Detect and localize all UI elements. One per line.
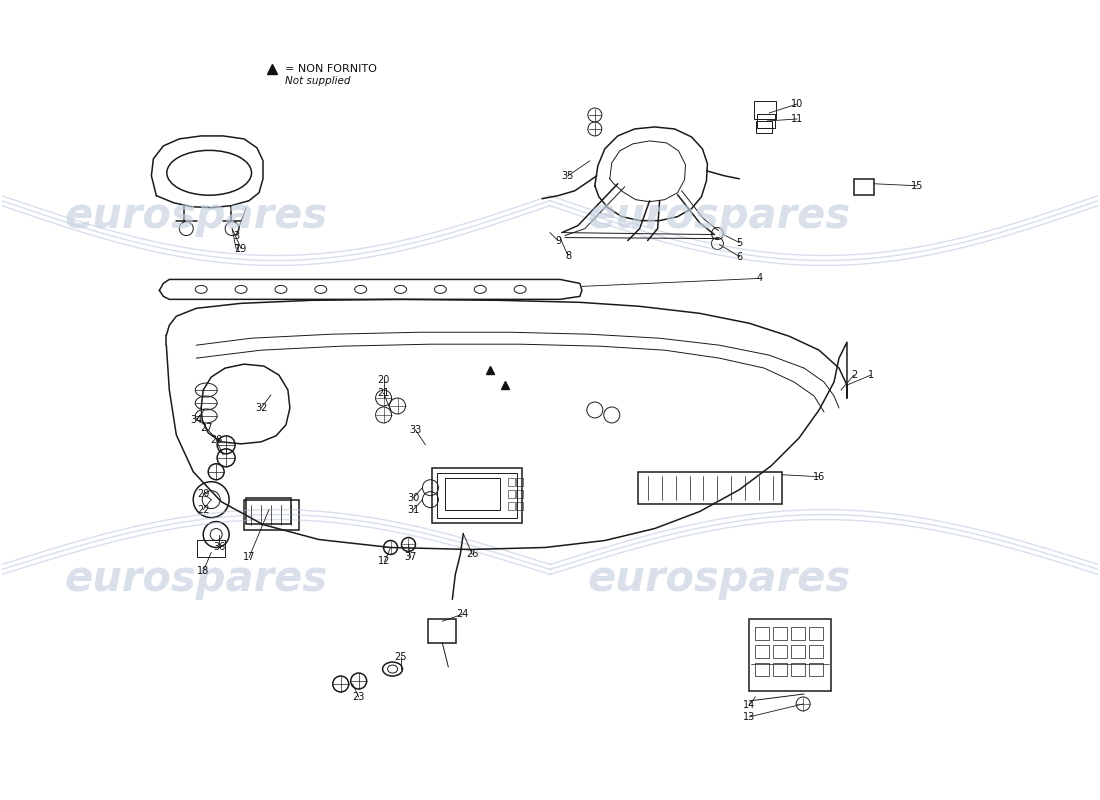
Bar xyxy=(854,178,873,194)
Bar xyxy=(810,627,823,640)
Text: 19: 19 xyxy=(235,243,248,254)
Bar xyxy=(749,619,830,691)
Bar xyxy=(773,645,788,658)
Text: 2: 2 xyxy=(850,370,857,380)
Bar xyxy=(428,619,456,643)
Bar xyxy=(508,502,515,510)
Text: 32: 32 xyxy=(255,403,267,413)
Bar xyxy=(791,645,805,658)
Text: 31: 31 xyxy=(407,505,419,514)
Text: 1: 1 xyxy=(868,370,873,380)
Bar xyxy=(516,478,524,486)
Text: 17: 17 xyxy=(243,553,255,562)
Text: eurospares: eurospares xyxy=(65,558,328,600)
Text: 37: 37 xyxy=(405,553,417,562)
Bar xyxy=(516,502,524,510)
Text: 21: 21 xyxy=(377,388,389,398)
Text: 18: 18 xyxy=(197,566,209,577)
Bar xyxy=(756,663,769,676)
Bar xyxy=(757,121,772,133)
Bar xyxy=(638,472,782,504)
Text: 9: 9 xyxy=(554,235,561,246)
Text: eurospares: eurospares xyxy=(587,558,851,600)
Text: = NON FORNITO: = NON FORNITO xyxy=(285,64,377,74)
Text: 28: 28 xyxy=(210,435,222,445)
Text: 36: 36 xyxy=(213,542,226,553)
Text: 7: 7 xyxy=(233,243,239,254)
Bar xyxy=(446,478,501,510)
Text: 10: 10 xyxy=(791,99,803,109)
Text: 26: 26 xyxy=(466,550,478,559)
Bar xyxy=(810,645,823,658)
Bar xyxy=(756,627,769,640)
Bar xyxy=(791,663,805,676)
Bar xyxy=(197,539,226,558)
Bar xyxy=(244,500,299,530)
Text: 27: 27 xyxy=(200,423,212,433)
Text: 23: 23 xyxy=(352,692,365,702)
Bar xyxy=(432,468,522,522)
Bar xyxy=(773,627,788,640)
Bar xyxy=(755,101,777,119)
Text: 3: 3 xyxy=(233,230,239,241)
Text: 35: 35 xyxy=(562,170,574,181)
Bar xyxy=(757,114,776,128)
Bar xyxy=(516,490,524,498)
Text: Not supplied: Not supplied xyxy=(285,76,351,86)
Bar xyxy=(756,645,769,658)
Bar xyxy=(508,490,515,498)
Bar xyxy=(438,473,517,518)
Text: eurospares: eurospares xyxy=(65,194,328,237)
Text: 5: 5 xyxy=(736,238,743,247)
Text: 20: 20 xyxy=(377,375,389,385)
Text: 34: 34 xyxy=(190,415,202,425)
Text: 30: 30 xyxy=(407,493,419,502)
Text: 8: 8 xyxy=(565,250,571,261)
Text: 24: 24 xyxy=(456,610,469,619)
Text: 6: 6 xyxy=(736,251,743,262)
Bar xyxy=(810,663,823,676)
Text: 4: 4 xyxy=(756,274,762,283)
Text: 33: 33 xyxy=(409,425,421,435)
Text: 25: 25 xyxy=(394,652,407,662)
Text: 13: 13 xyxy=(744,712,756,722)
Bar xyxy=(246,498,290,523)
Bar xyxy=(773,663,788,676)
Bar xyxy=(508,478,515,486)
Bar xyxy=(791,627,805,640)
Text: 15: 15 xyxy=(911,181,923,190)
Text: 22: 22 xyxy=(197,505,209,514)
Text: 16: 16 xyxy=(813,472,825,482)
Text: 14: 14 xyxy=(744,700,756,710)
Text: 12: 12 xyxy=(378,557,390,566)
Text: 29: 29 xyxy=(197,489,209,498)
Text: 11: 11 xyxy=(791,114,803,124)
Text: eurospares: eurospares xyxy=(587,194,851,237)
